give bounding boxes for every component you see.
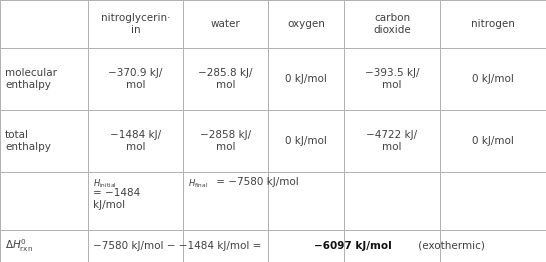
- Text: −6097 kJ/mol: −6097 kJ/mol: [314, 241, 392, 251]
- Text: = −7580 kJ/mol: = −7580 kJ/mol: [213, 177, 299, 187]
- Text: −1484 kJ/
mol: −1484 kJ/ mol: [110, 130, 161, 152]
- Text: 0 kJ/mol: 0 kJ/mol: [472, 136, 514, 146]
- Text: 0 kJ/mol: 0 kJ/mol: [472, 74, 514, 84]
- Text: $H_{\rm final}$: $H_{\rm final}$: [188, 177, 209, 189]
- Text: 0 kJ/mol: 0 kJ/mol: [285, 74, 327, 84]
- Text: −393.5 kJ/
mol: −393.5 kJ/ mol: [365, 68, 419, 90]
- Text: nitrogen: nitrogen: [471, 19, 515, 29]
- Text: water: water: [211, 19, 240, 29]
- Text: −7580 kJ/mol − −1484 kJ/mol =: −7580 kJ/mol − −1484 kJ/mol =: [93, 241, 265, 251]
- Text: carbon
dioxide: carbon dioxide: [373, 13, 411, 35]
- Text: total
enthalpy: total enthalpy: [5, 130, 51, 152]
- Text: −4722 kJ/
mol: −4722 kJ/ mol: [366, 130, 418, 152]
- Text: nitroglycerin·
in: nitroglycerin· in: [101, 13, 170, 35]
- Text: −285.8 kJ/
mol: −285.8 kJ/ mol: [198, 68, 253, 90]
- Text: molecular
enthalpy: molecular enthalpy: [5, 68, 57, 90]
- Text: = −1484
kJ/mol: = −1484 kJ/mol: [93, 188, 140, 210]
- Text: $\Delta H^0_{\rm rxn}$: $\Delta H^0_{\rm rxn}$: [5, 238, 33, 254]
- Text: (exothermic): (exothermic): [415, 241, 485, 251]
- Text: −370.9 kJ/
mol: −370.9 kJ/ mol: [108, 68, 163, 90]
- Text: 0 kJ/mol: 0 kJ/mol: [285, 136, 327, 146]
- Text: $H_{\rm initial}$: $H_{\rm initial}$: [93, 177, 117, 189]
- Text: −2858 kJ/
mol: −2858 kJ/ mol: [200, 130, 251, 152]
- Text: oxygen: oxygen: [287, 19, 325, 29]
